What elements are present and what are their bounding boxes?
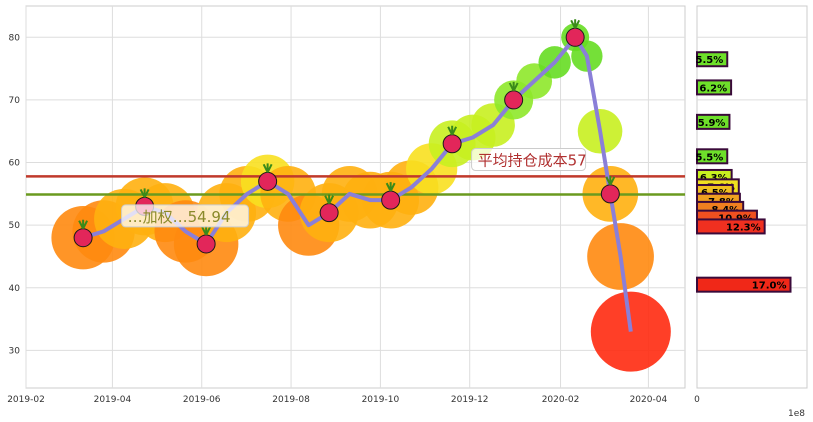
side-bar-label: 5.9% — [698, 118, 726, 129]
main-axis-ticks: 2019-02 2019-04 2019-06 2019-08 2019-10 2019-… — [7, 33, 667, 405]
x-tick-label: 2019-06 — [183, 395, 221, 405]
y-tick-label: 70 — [9, 96, 21, 106]
fruit-leaf — [570, 19, 581, 29]
fruit-body — [442, 134, 462, 154]
fruit-body — [73, 228, 93, 248]
x-tick-label: 2020-04 — [630, 395, 668, 405]
x-tick-label: 2020-02 — [542, 395, 580, 405]
fruit-body — [504, 90, 524, 110]
side-bar — [696, 148, 729, 165]
x-tick-label: 2019-10 — [362, 395, 400, 405]
fruit-leaf — [385, 182, 396, 192]
annotations: 平均持仓成本57 …加权…54.94 — [121, 148, 587, 228]
fruit-icon — [258, 163, 278, 191]
fruit-icon — [381, 182, 401, 210]
fruit-body — [319, 203, 339, 223]
fruit-icon — [504, 81, 524, 110]
side-x-tick-label: 0 — [694, 395, 700, 405]
fruit-body — [196, 234, 216, 254]
side-bar — [696, 51, 729, 68]
side-bar-label: 5.5% — [696, 55, 724, 66]
fruit-icon — [565, 19, 585, 47]
x-tick-label: 2019-04 — [94, 395, 132, 405]
y-tick-label: 40 — [9, 284, 21, 294]
side-bar — [696, 218, 766, 235]
x-tick-label: 2019-02 — [7, 395, 45, 405]
annotation-box — [121, 204, 250, 228]
fruit-icon — [600, 175, 620, 204]
side-axis-ticks: 0 1e8 — [694, 395, 805, 419]
x-tick-label: 2019-08 — [272, 395, 310, 405]
fruit-leaf — [201, 225, 212, 236]
fruit-icon — [196, 225, 216, 254]
fruit-leaf — [447, 125, 458, 136]
cost-blob — [590, 291, 671, 372]
fruit-body — [258, 171, 278, 191]
fruit-leaf — [78, 219, 89, 230]
fruit-leaf — [508, 81, 519, 92]
y-tick-label: 60 — [9, 159, 21, 169]
annotation-text: 平均持仓成本57 — [478, 152, 587, 170]
fruit-leaf — [324, 194, 335, 205]
fruit-leaf — [605, 175, 616, 186]
x-tick-label: 2019-12 — [451, 395, 489, 405]
fruit-decorations — [73, 19, 620, 254]
annotation-text: …加权…54.94 — [128, 208, 231, 226]
side-bar-label: 6.2% — [699, 83, 727, 94]
y-tick-label: 30 — [9, 346, 21, 356]
side-bar-label: 5.5% — [696, 152, 724, 163]
side-offset-label: 1e8 — [788, 409, 805, 419]
fruit-body — [565, 27, 585, 47]
side-bars: 5.5%6.2%5.9%5.5%6.3%7.6%6.5%7.8%8.4%10.9… — [696, 51, 792, 293]
fruit-leaf — [139, 188, 150, 198]
fruit-icon — [319, 194, 339, 223]
fruit-leaf — [262, 163, 273, 173]
fruit-body — [600, 184, 620, 204]
side-bar-label: 12.3% — [726, 222, 761, 233]
side-bar — [696, 276, 792, 293]
y-tick-label: 80 — [9, 33, 21, 43]
fruit-icon — [73, 219, 93, 248]
side-bar — [696, 113, 731, 130]
side-bar — [696, 79, 733, 96]
fruit-icon — [442, 125, 462, 154]
y-tick-label: 50 — [9, 221, 21, 231]
side-bar-label: 17.0% — [752, 281, 787, 292]
main-grid — [25, 6, 685, 388]
fruit-body — [381, 190, 401, 210]
annotation-box — [471, 148, 587, 172]
